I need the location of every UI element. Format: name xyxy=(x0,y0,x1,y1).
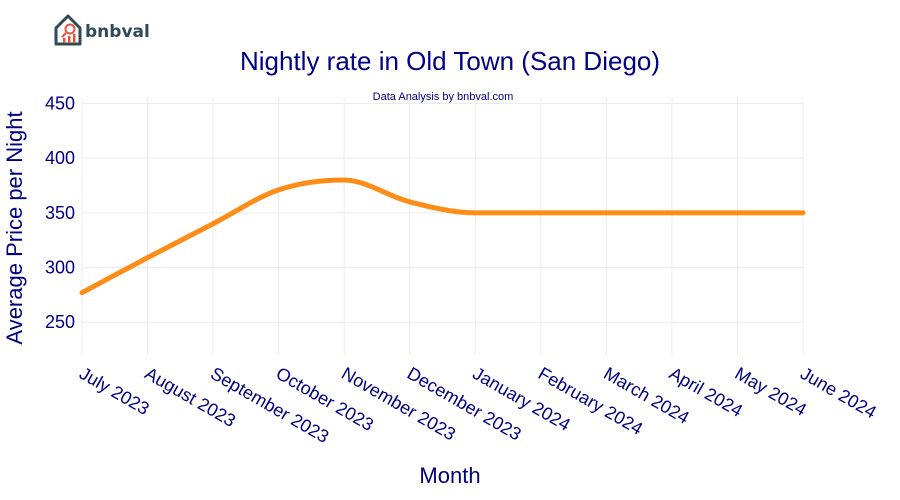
y-tick-label: 350 xyxy=(45,203,75,223)
chart-subtitle: Data Analysis by bnbval.com xyxy=(373,91,514,103)
y-tick-label: 450 xyxy=(45,93,75,113)
x-tick-label: November 2023 xyxy=(338,363,459,444)
x-axis-label: Month xyxy=(419,463,480,488)
series-line xyxy=(79,177,806,296)
y-axis-label: Average Price per Night xyxy=(2,111,27,344)
series-layer xyxy=(79,177,806,296)
brand-name: bnbval xyxy=(85,22,150,42)
house-chart-icon xyxy=(54,14,82,46)
y-tick-label: 400 xyxy=(45,148,75,168)
x-tick-label: June 2024 xyxy=(797,363,880,422)
y-tick-label: 250 xyxy=(45,312,75,332)
x-tick-label: July 2023 xyxy=(76,363,153,419)
bnbval-logo: bnbval xyxy=(54,14,150,46)
x-tick-label: December 2023 xyxy=(404,363,525,444)
y-axis-ticks: 250 300 350 400 450 xyxy=(45,93,75,332)
chart-title: Nightly rate in Old Town (San Diego) xyxy=(240,46,660,76)
y-tick-label: 300 xyxy=(45,258,75,278)
gridlines xyxy=(81,98,804,355)
x-tick-label: May 2024 xyxy=(731,363,809,420)
